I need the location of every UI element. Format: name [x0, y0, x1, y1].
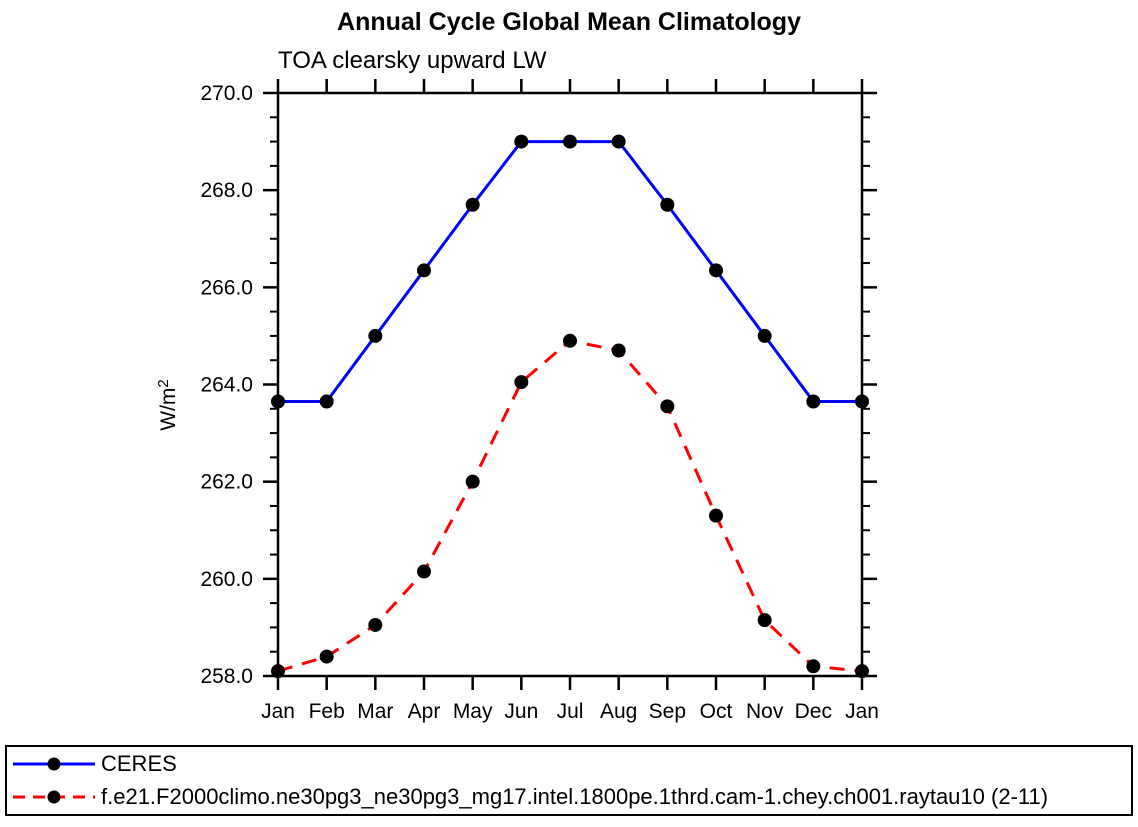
legend-marker-dot: [47, 790, 61, 804]
data-point-s0-6: [563, 134, 577, 149]
x-tick-label: Mar: [357, 700, 393, 723]
x-tick-label: Jun: [504, 700, 538, 723]
chart-subtitle: TOA clearsky upward LW: [278, 47, 547, 74]
x-tick-label: Sep: [649, 700, 686, 723]
y-tick-label: 270.0: [200, 82, 253, 105]
legend-marker-dot: [47, 757, 61, 771]
x-tick-label: Feb: [309, 700, 345, 723]
x-tick-label: May: [453, 700, 493, 723]
y-tick-label: 262.0: [200, 471, 253, 494]
data-point-s0-8: [660, 197, 675, 212]
legend-line-sample-dashed: [13, 790, 95, 804]
y-tick-label: 260.0: [200, 568, 253, 591]
data-point-s0-11: [806, 394, 821, 409]
data-point-s1-8: [660, 399, 675, 414]
x-tick-label: Jul: [557, 700, 584, 723]
data-point-s0-9: [709, 263, 723, 278]
data-point-s0-5: [514, 134, 529, 149]
y-tick-label: 264.0: [200, 374, 253, 397]
data-point-s1-0: [271, 664, 285, 679]
data-point-s1-2: [368, 617, 383, 632]
data-point-s1-3: [417, 564, 431, 579]
legend-box: CERES f.e21.F2000climo.ne30pg3_ne30pg3_m…: [5, 745, 1133, 816]
data-point-s1-4: [465, 474, 480, 489]
legend-item-model: f.e21.F2000climo.ne30pg3_ne30pg3_mg17.in…: [7, 781, 1131, 814]
series-line-0: [278, 140, 862, 404]
legend-label-ceres: CERES: [101, 750, 177, 776]
legend-item-ceres: CERES: [7, 747, 1131, 780]
data-point-s1-11: [806, 659, 821, 674]
legend-line-sample-solid: [13, 757, 95, 771]
data-point-s0-1: [319, 394, 334, 409]
data-point-s1-9: [709, 508, 723, 523]
data-point-s0-12: [855, 394, 869, 409]
data-point-s0-10: [757, 328, 772, 343]
plot-area: 258.0 260.0 262.0 264.0 266.0 268.0 270.0 Jan Fe…: [155, 79, 879, 723]
data-point-s0-2: [368, 328, 383, 343]
y-axis-title: W/m2: [155, 379, 180, 431]
data-point-s1-1: [319, 649, 334, 664]
chart-title: Annual Cycle Global Mean Climatology: [337, 8, 801, 36]
x-tick-label: Dec: [795, 700, 832, 723]
series-line-1: [277, 339, 863, 673]
data-point-s1-5: [514, 375, 529, 390]
data-point-s1-7: [611, 343, 626, 358]
data-point-s0-3: [417, 263, 431, 278]
legend-label-model: f.e21.F2000climo.ne30pg3_ne30pg3_mg17.in…: [101, 784, 1049, 810]
data-point-s1-6: [563, 333, 577, 348]
x-tick-label: Apr: [408, 700, 441, 723]
plot-frame: [276, 91, 864, 678]
x-tick-label: Jan: [845, 700, 879, 723]
data-point-s1-12: [855, 664, 869, 679]
x-tick-label: Nov: [746, 700, 784, 723]
y-tick-label: 268.0: [200, 179, 253, 202]
data-point-s0-7: [611, 134, 626, 149]
y-tick-label: 258.0: [200, 665, 253, 688]
data-point-s0-4: [465, 197, 480, 212]
y-tick-label: 266.0: [200, 276, 253, 299]
x-tick-label: Aug: [600, 700, 637, 723]
data-point-s1-10: [757, 613, 772, 628]
x-tick-label: Oct: [700, 700, 733, 723]
x-tick-label: Jan: [261, 700, 295, 723]
data-point-s0-0: [271, 394, 285, 409]
